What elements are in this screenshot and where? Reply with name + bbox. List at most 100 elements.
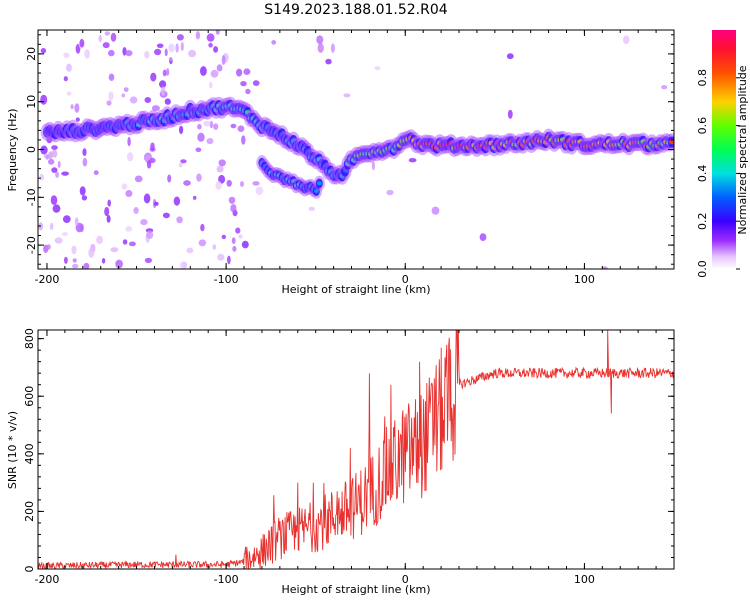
noise-speck [88,247,95,258]
y-tick-label: 200 [23,501,36,522]
noise-speck [156,43,164,49]
noise-speck [217,253,225,261]
noise-speck [230,204,237,213]
noise-speck [371,161,375,171]
noise-speck [146,160,152,169]
noise-speck [150,72,157,82]
noise-speck [180,41,184,51]
noise-speck [200,66,207,76]
noise-speck [123,87,129,92]
noise-speck [212,244,217,250]
noise-speck [188,49,197,58]
noise-speck [125,226,133,232]
noise-speck [71,245,77,255]
noise-speck [140,219,148,226]
noise-speck [238,234,243,239]
colorbar-tick-label: 0.8 [696,69,709,87]
noise-speck [167,174,172,183]
noise-speck [154,201,159,206]
noise-speck [209,81,213,89]
spectrogram-marks [38,30,674,269]
noise-speck [115,259,123,269]
noise-speck [149,157,156,164]
noise-speck [203,120,211,127]
noise-speck [206,33,215,42]
noise-speck [39,173,45,181]
noise-speck [127,136,131,147]
colorbar-tick-label: 0.2 [696,212,709,230]
ridge-core [669,139,674,145]
noise-speck [144,257,152,263]
noise-speck [316,35,324,45]
noise-speck [236,68,243,77]
y-tick-label: -10 [25,188,38,206]
noise-speck [75,117,80,122]
noise-speck [121,183,128,190]
noise-speck [196,173,202,182]
colorbar: 0.0 0.2 0.4 0.6 0.8 Normalized spectral ampl… [696,30,749,278]
noise-speck [180,159,187,164]
snr-x-label: Height of straight line (km) [281,583,430,596]
x-tick-label: -200 [34,273,59,286]
noise-speck [159,80,167,89]
noise-speck [479,233,487,242]
noise-speck [48,158,55,165]
noise-speck [206,138,214,145]
noise-speck [101,258,106,264]
noise-speck [308,206,315,211]
noise-speck [252,80,260,86]
noise-speck [127,152,134,162]
noise-speck [235,227,241,234]
noise-speck [227,255,231,265]
noise-speck [197,123,202,130]
colorbar-tick-label: 0.0 [696,260,709,278]
noise-speck [102,42,110,49]
noise-speck [121,93,126,98]
noise-speck [128,241,136,247]
noise-speck [83,262,90,269]
noise-speck [40,48,47,54]
noise-speck [125,190,133,197]
noise-speck [61,171,69,176]
x-tick-label: 100 [574,573,595,586]
noise-speck [125,50,133,57]
y-tick-label: 0 [23,566,36,573]
noise-speck [106,100,112,106]
noise-speck [107,199,111,207]
snr-y-label: SNR (10 * v/v) [6,411,19,489]
noise-speck [507,109,513,119]
noise-speck [243,68,251,75]
noise-speck [64,256,68,264]
noise-speck [98,34,102,43]
noise-speck [221,234,226,240]
y-tick-label: 10 [25,95,38,109]
noise-speck [144,97,152,103]
noise-speck [79,38,85,48]
noise-speck [408,158,417,163]
noise-speck [215,181,222,190]
noise-speck [154,48,162,56]
noise-speck [252,181,260,186]
noise-speck [49,222,54,230]
noise-speck [241,135,246,145]
noise-speck [162,212,170,219]
noise-speck [431,206,440,215]
noise-speck [166,68,170,76]
noise-speck [176,216,183,224]
noise-speck [230,123,237,129]
noise-speck [79,186,86,196]
noise-speck [133,207,139,214]
noise-speck [52,204,61,213]
noise-speck [151,105,160,112]
noise-speck [271,40,277,45]
noise-speck [192,195,197,200]
noise-speck [317,43,324,53]
noise-speck [93,170,99,175]
noise-speck [164,98,171,105]
colorbar-ticks: 0.0 0.2 0.4 0.6 0.8 [696,69,740,278]
noise-speck [221,55,226,66]
noise-speck [72,263,79,269]
noise-speck [143,193,151,204]
noise-speck [45,154,49,160]
